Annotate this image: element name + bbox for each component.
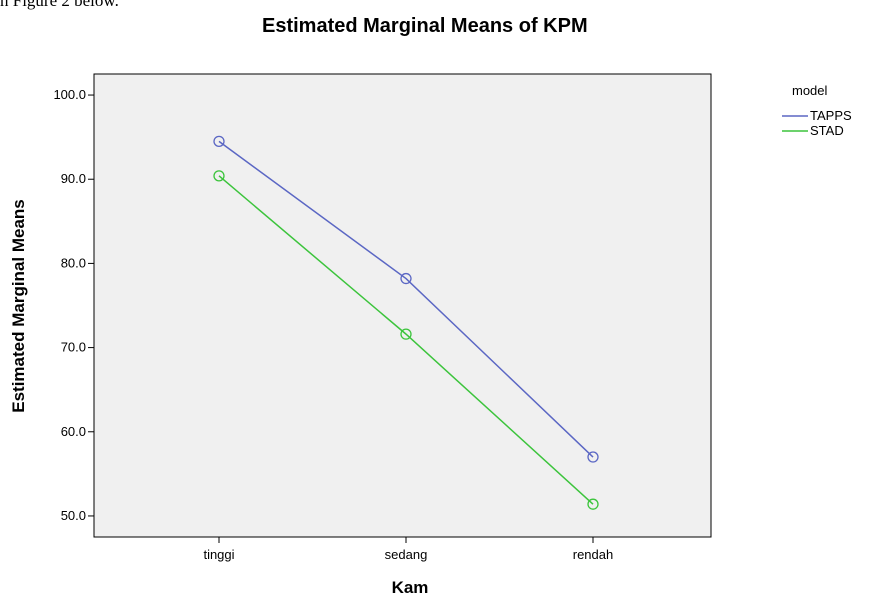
legend-title: model	[792, 83, 828, 98]
x-axis-title: Kam	[392, 578, 429, 594]
y-tick-label: 100.0	[53, 87, 86, 102]
y-tick-label: 70.0	[61, 340, 86, 355]
y-tick-label: 80.0	[61, 255, 86, 270]
data-point-stad	[213, 170, 225, 182]
series-line-stad	[218, 175, 594, 505]
y-axis-title: Estimated Marginal Means	[9, 199, 28, 413]
x-tick-label: rendah	[573, 547, 613, 562]
x-tick-label: tinggi	[203, 547, 234, 562]
x-tick-label: sedang	[385, 547, 428, 562]
legend-item-stad: STAD	[782, 123, 844, 138]
chart-title: Estimated Marginal Means of KPM	[262, 15, 588, 37]
series-line-tapps	[218, 140, 594, 458]
legend-label: TAPPS	[810, 108, 852, 123]
legend-label: STAD	[810, 123, 844, 138]
y-tick-label: 60.0	[61, 424, 86, 439]
legend-item-tapps: TAPPS	[782, 108, 852, 123]
data-point-stad	[400, 328, 412, 340]
y-tick-label: 50.0	[61, 508, 86, 523]
data-point-stad	[587, 498, 599, 510]
data-point-tapps	[213, 135, 225, 147]
context-text: n Figure 2 below.	[0, 0, 119, 10]
plot-area	[93, 73, 712, 538]
data-point-tapps	[400, 272, 412, 285]
y-tick-label: 90.0	[61, 171, 86, 186]
data-point-tapps	[587, 451, 599, 463]
